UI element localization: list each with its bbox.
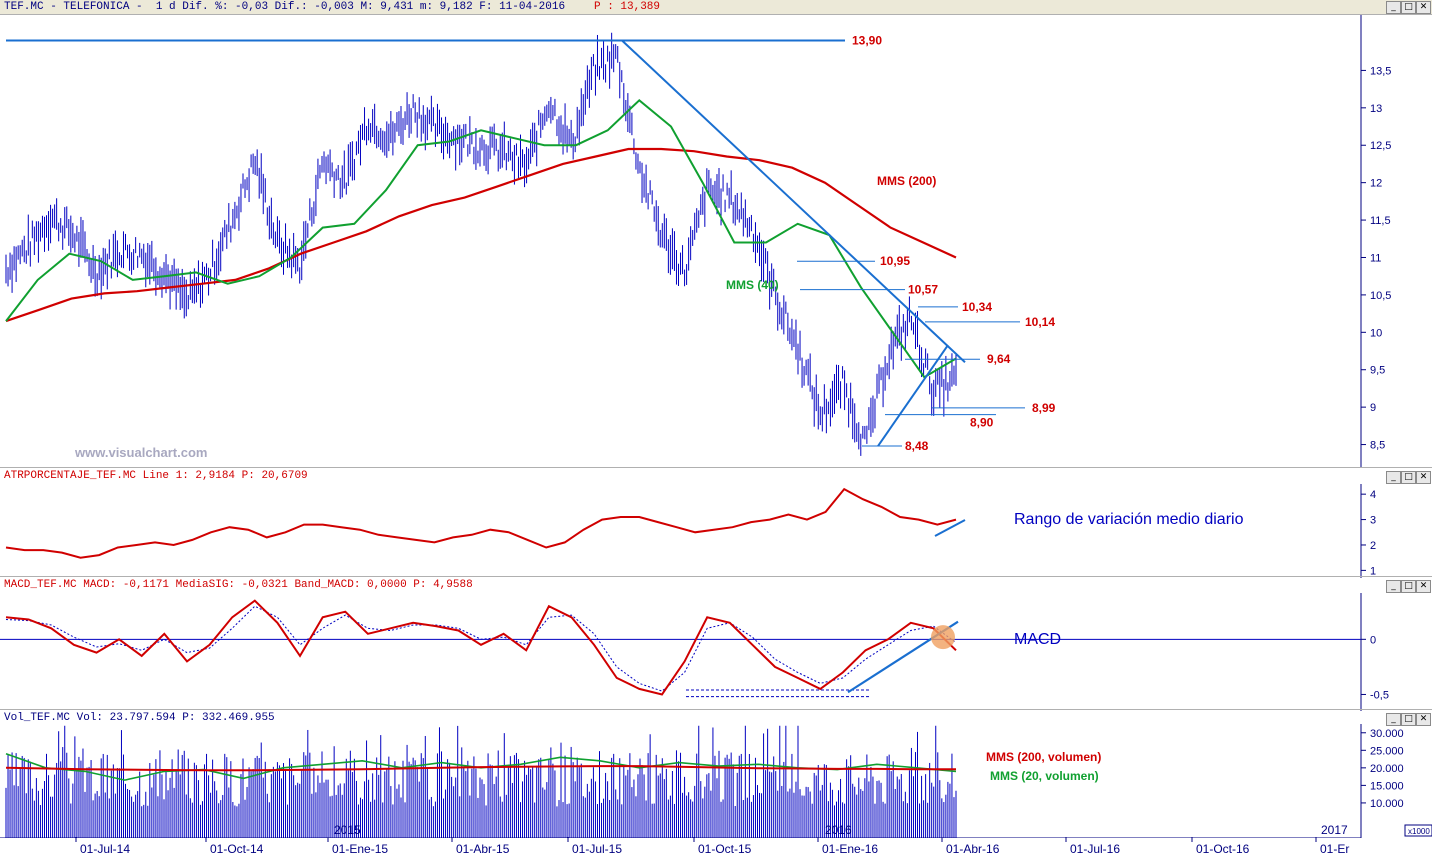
title-bar-text: TEF.MC - TELEFONICA - 1 d Dif. %: -0,03 … bbox=[4, 1, 566, 13]
sma40-line bbox=[5, 98, 957, 379]
level-label: 8,99 bbox=[1032, 401, 1056, 415]
y-tick-label: 11,5 bbox=[1370, 215, 1391, 227]
x-tick-label: 01-Ene-16 bbox=[822, 842, 878, 856]
unit-badge-box bbox=[1404, 824, 1432, 837]
y-tick-label: 10 bbox=[1370, 327, 1382, 339]
y-tick-label: 13 bbox=[1370, 103, 1382, 115]
y-tick-label: 12,5 bbox=[1370, 140, 1391, 152]
x-axis: 01-Jul-14 01-Oct-14 01-Ene-15 01-Abr-15 01-J… bbox=[0, 837, 1361, 856]
macd-chart[interactable]: 0 -0,5 MACD bbox=[0, 577, 1432, 711]
x-tick-label: 01-Jul-14 bbox=[80, 842, 130, 856]
x-tick-label: 01-Jul-16 bbox=[1070, 842, 1120, 856]
volume-close-button[interactable]: ✕ bbox=[1416, 713, 1431, 726]
unit-badge: x1000 bbox=[1408, 827, 1430, 836]
y-tick-label: 10.000 bbox=[1370, 798, 1404, 810]
atr-maximize-button[interactable]: □ bbox=[1401, 471, 1416, 484]
level-label: 10,34 bbox=[962, 300, 992, 314]
level-label: 10,57 bbox=[908, 283, 938, 297]
sma200-line bbox=[5, 147, 957, 323]
y-tick-label: 12 bbox=[1370, 178, 1382, 190]
macd-panel: MACD_TEF.MC MACD: -0,1171 MediaSIG: -0,0… bbox=[0, 576, 1432, 711]
atr-header: ATRPORCENTAJE_TEF.MC Line 1: 2,9184 P: 2… bbox=[4, 470, 308, 482]
vol-sma200-line bbox=[5, 765, 956, 772]
level-label: 10,14 bbox=[1025, 315, 1055, 329]
close-button[interactable]: ✕ bbox=[1416, 1, 1431, 14]
level-label: 8,90 bbox=[970, 416, 994, 430]
level-label: 10,95 bbox=[880, 254, 910, 268]
year-mark-2016: 2016 bbox=[825, 823, 852, 837]
volume-minimize-button[interactable]: _ bbox=[1386, 713, 1401, 726]
minimize-button[interactable]: _ bbox=[1386, 1, 1401, 14]
macd-minimize-button[interactable]: _ bbox=[1386, 580, 1401, 593]
title-bar-price: P : 13,389 bbox=[594, 1, 661, 13]
volume-header: Vol_TEF.MC Vol: 23.797.594 P: 332.469.95… bbox=[4, 712, 275, 724]
level-label: 13,90 bbox=[852, 33, 882, 47]
y-tick-label: 13,5 bbox=[1370, 65, 1391, 77]
maximize-button[interactable]: □ bbox=[1401, 1, 1416, 14]
y-tick-label: 8,5 bbox=[1370, 440, 1385, 452]
year-mark-2017: 2017 bbox=[1321, 823, 1348, 837]
atr-trendline bbox=[934, 519, 966, 537]
level-label: 9,64 bbox=[987, 352, 1011, 366]
macd-header: MACD_TEF.MC MACD: -0,1171 MediaSIG: -0,0… bbox=[4, 579, 473, 591]
x-tick-label: 01-Oct-16 bbox=[1196, 842, 1250, 856]
signal-line bbox=[5, 605, 957, 692]
vol-mms20-label: MMS (20, volumen) bbox=[990, 769, 1099, 783]
x-tick-label: 01-Oct-15 bbox=[698, 842, 752, 856]
year-mark-2015: 2015 bbox=[334, 823, 361, 837]
atr-chart[interactable]: 4 3 2 1 Rango de variación medio diario bbox=[0, 468, 1432, 578]
x-tick-label: 01-Oct-14 bbox=[210, 842, 264, 856]
downtrend-line bbox=[621, 39, 966, 363]
watermark-text: www.visualchart.com bbox=[74, 445, 207, 460]
level-label: 8,48 bbox=[905, 439, 929, 453]
atr-line bbox=[5, 487, 957, 559]
x-tick-label: 01-Abr-16 bbox=[946, 842, 1000, 856]
mms200-label: MMS (200) bbox=[877, 174, 936, 188]
volume-maximize-button[interactable]: □ bbox=[1401, 713, 1416, 726]
y-tick-label: 9 bbox=[1370, 402, 1376, 414]
macd-close-button[interactable]: ✕ bbox=[1416, 580, 1431, 593]
y-tick-label: 15.000 bbox=[1370, 780, 1404, 792]
y-tick-label: 3 bbox=[1370, 515, 1376, 527]
y-tick-label: 1 bbox=[1370, 565, 1376, 577]
atr-minimize-button[interactable]: _ bbox=[1386, 471, 1401, 484]
y-tick-label: 0 bbox=[1370, 634, 1376, 646]
y-tick-label: 4 bbox=[1370, 489, 1376, 501]
y-tick-label: -0,5 bbox=[1370, 689, 1389, 701]
x-tick-label: 01-Er bbox=[1320, 842, 1349, 856]
vol-mms200-label: MMS (200, volumen) bbox=[986, 750, 1101, 764]
volume-panel: Vol_TEF.MC Vol: 23.797.594 P: 332.469.95… bbox=[0, 709, 1432, 838]
y-tick-label: 2 bbox=[1370, 540, 1376, 552]
x-tick-label: 01-Jul-15 bbox=[572, 842, 622, 856]
title-bar: TEF.MC - TELEFONICA - 1 d Dif. %: -0,03 … bbox=[0, 0, 1432, 15]
macd-maximize-button[interactable]: □ bbox=[1401, 580, 1416, 593]
atr-panel: ATRPORCENTAJE_TEF.MC Line 1: 2,9184 P: 2… bbox=[0, 467, 1432, 578]
y-tick-label: 20.000 bbox=[1370, 763, 1404, 775]
macd-annotation: MACD bbox=[1014, 631, 1061, 648]
mms40-label: MMS (40) bbox=[726, 278, 779, 292]
y-tick-label: 10,5 bbox=[1370, 290, 1391, 302]
crossover-highlight bbox=[931, 625, 955, 650]
y-tick-label: 25.000 bbox=[1370, 745, 1404, 757]
uptrend-line bbox=[877, 344, 949, 447]
volume-chart[interactable]: 30.000 25.000 20.000 15.000 10.000 2015 2016… bbox=[0, 710, 1432, 838]
y-tick-label: 9,5 bbox=[1370, 365, 1385, 377]
price-chart[interactable]: 13,5 13 12,5 12 11,5 11 10,5 10 9,5 9 8,5 13,90 10,… bbox=[0, 15, 1432, 467]
x-tick-label: 01-Ene-15 bbox=[332, 842, 388, 856]
atr-annotation: Rango de variación medio diario bbox=[1014, 511, 1244, 528]
y-tick-label: 11 bbox=[1370, 252, 1381, 264]
y-tick-label: 30.000 bbox=[1370, 728, 1404, 740]
macd-line bbox=[5, 599, 957, 696]
atr-close-button[interactable]: ✕ bbox=[1416, 471, 1431, 484]
x-tick-label: 01-Abr-15 bbox=[456, 842, 510, 856]
